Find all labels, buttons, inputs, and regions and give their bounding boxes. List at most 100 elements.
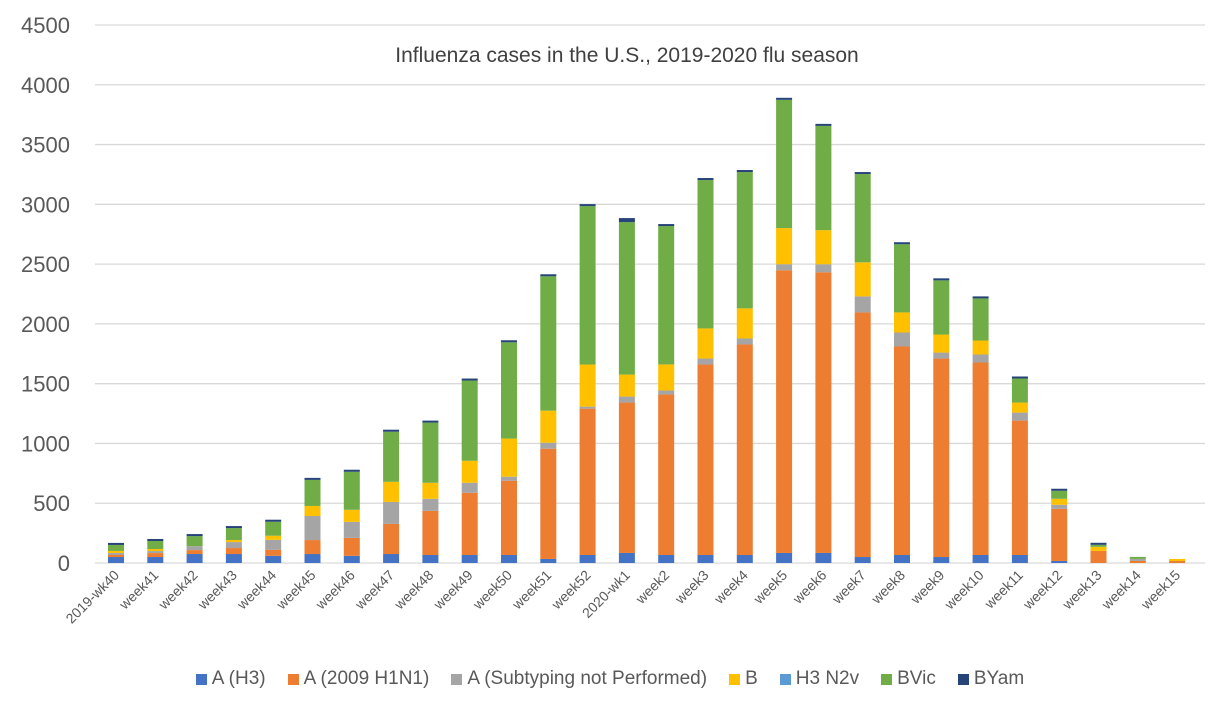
bar-segment-byam-week47 (383, 429, 400, 432)
bar-segment-a-2009-h1n1--week14 (1129, 560, 1146, 563)
bar-segment-a-h3--week3 (697, 554, 714, 563)
bar-segment-bvic-week13 (1090, 544, 1107, 547)
x-tick-label: 2019-wk40 (62, 567, 122, 627)
bar-segment-a-h3--week43 (225, 554, 242, 563)
legend-label: A (H3) (211, 668, 266, 689)
x-tick-label: week45 (272, 567, 318, 613)
bar-segment-a-2009-h1n1--week47 (383, 523, 400, 555)
bar-segment-b-week4 (736, 308, 753, 339)
bar-segment-a-subtyping-not-performed--week14 (1129, 558, 1146, 561)
bar-segment-b-week43 (225, 540, 242, 543)
bar-segment-a-subtyping-not-performed--week3 (697, 358, 714, 365)
x-tick-label: week8 (867, 567, 908, 608)
x-tick-label: week14 (1098, 567, 1144, 613)
legend-swatch (195, 673, 207, 685)
bar-segment-bvic-week8 (894, 244, 910, 313)
bar-segment-bvic-week49 (461, 380, 478, 461)
legend-label: BVic (897, 668, 936, 689)
legend-label: B (745, 668, 758, 689)
bar-segment-a-h3--week4 (736, 554, 753, 563)
bar-segment-byam-week45 (304, 477, 321, 480)
bar-segment-a-subtyping-not-performed--week48 (422, 498, 439, 511)
bar-segment-bvic-week43 (225, 528, 242, 541)
bar-segment-bvic-week47 (383, 431, 400, 482)
bar-segment-a-2009-h1n1--week10 (972, 362, 989, 555)
bar-segment-a-subtyping-not-performed--week51 (540, 442, 557, 449)
bar-segment-byam-week8 (894, 242, 910, 245)
legend: A (H3) A (2009 H1N1) A (Subtyping not Perf… (0, 668, 1220, 690)
bar-segment-a-subtyping-not-performed--week42 (186, 546, 203, 551)
bar-segment-a-subtyping-not-performed--week43 (225, 542, 242, 549)
bar-segment-a-2009-h1n1--week49 (461, 492, 478, 555)
chart-title: Influenza cases in the U.S., 2019-2020 f… (395, 44, 858, 67)
bar-segment-a-2009-h1n1--week11 (1011, 420, 1028, 555)
bar-segment-bvic-week52 (579, 206, 596, 365)
legend-item: B (729, 668, 758, 690)
bar-segment-a-2009-h1n1--week7 (854, 312, 871, 558)
bar-segment-a-subtyping-not-performed--week50 (501, 476, 517, 481)
bar-segment-a-h3--week12 (1051, 560, 1068, 563)
bar-segment-a-h3--week48 (422, 554, 439, 563)
y-tick-label: 3500 (21, 133, 70, 158)
x-tick-label: week49 (430, 567, 476, 613)
x-tick-label: week11 (981, 567, 1027, 613)
legend-swatch (779, 673, 791, 685)
bar-segment-a-2009-h1n1--week42 (186, 550, 203, 555)
bar-segment-a-h3--week44 (265, 555, 282, 563)
bar-segment-a-2009-h1n1--week6 (815, 272, 832, 553)
bar-segment-a-subtyping-not-performed--week52 (579, 406, 596, 409)
bar-segment-a-2009-h1n1--2020-wk1 (618, 402, 635, 553)
bar-segment-byam-2019-wk40 (108, 542, 124, 545)
bar-segment-a-subtyping-not-performed--week49 (461, 482, 478, 493)
bar-segment-a-h3--week2 (658, 554, 675, 563)
bar-segment-b-week6 (815, 230, 832, 265)
bar-segment-bvic-week44 (265, 521, 282, 536)
bar-segment-bvic-week5 (776, 99, 793, 229)
legend-swatch (957, 673, 969, 685)
x-tick-label: week13 (1058, 567, 1104, 613)
bar-segment-b-week11 (1011, 402, 1028, 413)
bar-segment-a-2009-h1n1--week41 (147, 553, 164, 558)
bar-segment-byam-week7 (854, 172, 871, 175)
bar-segment-bvic-week10 (972, 298, 989, 341)
bar-segment-byam-week13 (1090, 542, 1107, 545)
bar-segment-a-h3--week6 (815, 552, 832, 563)
bar-segment-a-2009-h1n1--week48 (422, 510, 439, 555)
legend-label: BYam (973, 668, 1025, 689)
bar-segment-bvic-week6 (815, 125, 832, 231)
bar-segment-b-week44 (265, 535, 282, 540)
y-tick-label: 4500 (21, 13, 70, 38)
legend-swatch (451, 673, 463, 685)
x-tick-label: week3 (671, 567, 712, 608)
bar-segment-b-week41 (147, 549, 164, 552)
bar-segment-a-subtyping-not-performed--week44 (265, 539, 282, 550)
bar-segment-a-2009-h1n1--week43 (225, 548, 242, 555)
bar-segment-a-subtyping-not-performed--week46 (343, 521, 360, 538)
bar-segment-a-h3--week47 (383, 554, 400, 563)
x-tick-label: week42 (155, 567, 201, 613)
bar-segment-a-h3--week5 (776, 552, 793, 563)
bar-segment-b-week52 (579, 364, 596, 407)
bar-segment-byam-week46 (343, 469, 360, 472)
bar-segment-a-subtyping-not-performed--week12 (1051, 504, 1068, 509)
x-tick-label: week44 (233, 567, 279, 613)
y-tick-label: 4000 (21, 73, 70, 98)
bar-segment-bvic-week51 (540, 276, 557, 411)
bar-segment-a-h3--2020-wk1 (618, 552, 635, 563)
y-tick-label: 2500 (21, 252, 70, 277)
bar-segment-a-2009-h1n1--week13 (1090, 550, 1107, 563)
bar-segment-b-week47 (383, 481, 400, 502)
bar-segment-a-subtyping-not-performed--week45 (304, 516, 321, 541)
bar-segment-b-week13 (1090, 546, 1107, 551)
legend-item: BYam (957, 668, 1025, 690)
bar-segment-bvic-week3 (697, 180, 714, 329)
bar-segment-byam-week12 (1051, 488, 1068, 491)
legend-item: BVic (881, 668, 936, 690)
x-tick-label: week46 (312, 567, 358, 613)
bar-segment-byam-week5 (776, 97, 793, 100)
x-tick-label: week47 (351, 567, 397, 613)
bar-segment-b-week3 (697, 328, 714, 359)
bar-segment-b-week2 (658, 364, 675, 391)
x-tick-label: week7 (828, 567, 869, 608)
